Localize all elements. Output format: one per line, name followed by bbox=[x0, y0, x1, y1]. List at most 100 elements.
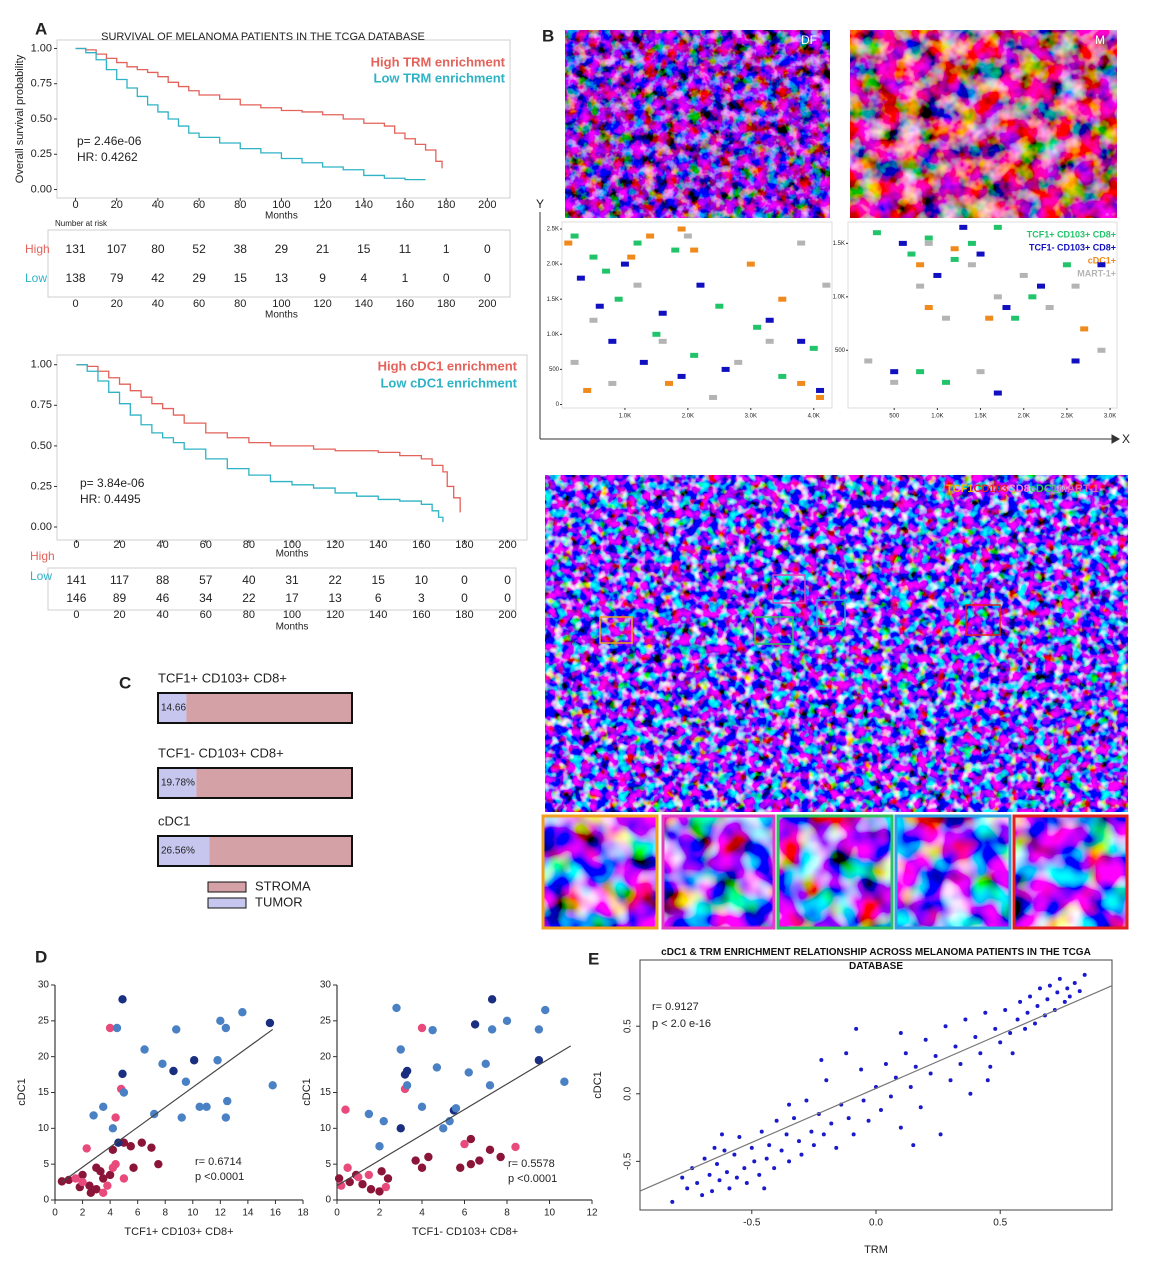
point bbox=[846, 1116, 851, 1121]
point bbox=[804, 1098, 809, 1103]
risk-count: 0 bbox=[504, 573, 511, 587]
tissue-image-m bbox=[850, 30, 1117, 218]
point bbox=[767, 1143, 772, 1148]
category-label: TCF1- CD103+ CD8+ bbox=[158, 745, 284, 760]
point bbox=[796, 1139, 801, 1144]
risk-count: 0 bbox=[461, 573, 468, 587]
point bbox=[169, 1066, 178, 1076]
x-tick-label: 80 bbox=[234, 199, 246, 211]
bar-value-label: 26.56% bbox=[161, 846, 195, 857]
cell-marker bbox=[690, 352, 699, 358]
x-tick-label: 0 bbox=[334, 1208, 340, 1219]
point bbox=[1023, 1026, 1028, 1031]
risk-count: 107 bbox=[107, 242, 127, 256]
x-tick-label: 1.0K bbox=[931, 414, 943, 420]
y-tick-label: 10 bbox=[320, 1123, 332, 1134]
point bbox=[918, 1105, 923, 1110]
cell-marker bbox=[1071, 358, 1080, 364]
y-tick-label: 30 bbox=[320, 980, 332, 991]
cell-marker bbox=[898, 240, 907, 246]
x-axis-label: Months bbox=[276, 549, 309, 560]
cell-marker bbox=[1071, 283, 1080, 289]
x-axis-label: TRM bbox=[864, 1244, 888, 1256]
roi-boxes bbox=[599, 574, 1001, 645]
point bbox=[943, 1024, 948, 1029]
point bbox=[717, 1178, 722, 1183]
plot-frame bbox=[639, 959, 1113, 1211]
bar-value-label: 19.78% bbox=[161, 778, 195, 789]
point bbox=[821, 1132, 826, 1137]
risk-table-title: Number at risk bbox=[55, 219, 108, 228]
legend-swatch bbox=[207, 881, 247, 893]
risk-x-tick-label: 100 bbox=[283, 609, 301, 621]
risk-count: 57 bbox=[199, 573, 213, 587]
point bbox=[968, 1091, 973, 1096]
bar-segment bbox=[196, 768, 352, 798]
risk-count: 22 bbox=[242, 591, 256, 605]
point bbox=[511, 1142, 520, 1152]
point bbox=[908, 1085, 913, 1090]
point bbox=[118, 995, 127, 1004]
cell-marker bbox=[778, 296, 787, 302]
point bbox=[99, 1188, 108, 1198]
point bbox=[177, 1113, 186, 1122]
legend-entry: STROMA bbox=[255, 878, 311, 893]
point bbox=[392, 1003, 401, 1013]
x-tick-label: 10 bbox=[187, 1208, 199, 1219]
point bbox=[1065, 986, 1070, 991]
stain-label: MART-1 bbox=[1058, 483, 1099, 495]
x-axis-label: TCF1- CD103+ CD8+ bbox=[412, 1226, 518, 1238]
point bbox=[888, 1094, 893, 1099]
cell-marker bbox=[709, 394, 718, 400]
risk-count: 52 bbox=[192, 242, 206, 256]
point bbox=[383, 1174, 393, 1183]
point bbox=[337, 1181, 346, 1190]
point bbox=[487, 1025, 497, 1034]
point bbox=[126, 1142, 135, 1151]
point bbox=[470, 1020, 480, 1029]
point bbox=[938, 1132, 943, 1137]
cell-marker bbox=[576, 275, 585, 281]
point bbox=[103, 1181, 112, 1190]
point bbox=[238, 1008, 247, 1017]
chart-title: SURVIVAL OF MELANOMA PATIENTS IN THE TCG… bbox=[101, 31, 425, 43]
point bbox=[680, 1175, 685, 1180]
x-tick-label: 4.0K bbox=[808, 414, 820, 420]
risk-count: 31 bbox=[285, 573, 299, 587]
point bbox=[787, 1102, 792, 1107]
cell-marker bbox=[967, 262, 976, 268]
tissue-image-df bbox=[565, 30, 830, 218]
point bbox=[759, 1129, 764, 1134]
point bbox=[119, 1174, 129, 1183]
cell-marker bbox=[677, 373, 686, 379]
x-tick-label: 2 bbox=[80, 1208, 86, 1219]
x-tick-label: 6 bbox=[135, 1208, 141, 1219]
point bbox=[154, 1159, 163, 1169]
risk-x-tick-label: 140 bbox=[369, 609, 387, 621]
cell-marker bbox=[967, 240, 976, 246]
y-tick-label: 500 bbox=[549, 367, 560, 373]
x-tick-label: 1.5K bbox=[974, 414, 986, 420]
cell-marker bbox=[1011, 315, 1020, 321]
x-tick-label: 2.5K bbox=[1061, 414, 1073, 420]
cell-marker bbox=[993, 224, 1002, 230]
y-tick-label: 0.0 bbox=[623, 1086, 634, 1100]
annotation: HR: 0.4495 bbox=[80, 492, 141, 506]
point bbox=[787, 1159, 792, 1164]
point bbox=[993, 1026, 998, 1031]
cell-marker bbox=[890, 379, 899, 385]
risk-x-tick-label: 0 bbox=[73, 609, 79, 621]
y-tick-label: 1.00 bbox=[31, 42, 52, 54]
risk-count: 0 bbox=[443, 271, 450, 285]
point bbox=[898, 1125, 903, 1130]
point bbox=[734, 1175, 739, 1180]
y-tick-label: 1.00 bbox=[31, 359, 52, 371]
y-tick-label: 2.0K bbox=[547, 262, 559, 268]
point bbox=[851, 1132, 856, 1137]
point bbox=[1035, 1003, 1040, 1008]
x-tick-label: 4 bbox=[419, 1208, 425, 1219]
legend-entry: Low cDC1 enrichment bbox=[380, 375, 517, 390]
cell-marker bbox=[683, 233, 692, 239]
x-tick-label: 8 bbox=[504, 1208, 510, 1219]
risk-count: 15 bbox=[357, 242, 371, 256]
